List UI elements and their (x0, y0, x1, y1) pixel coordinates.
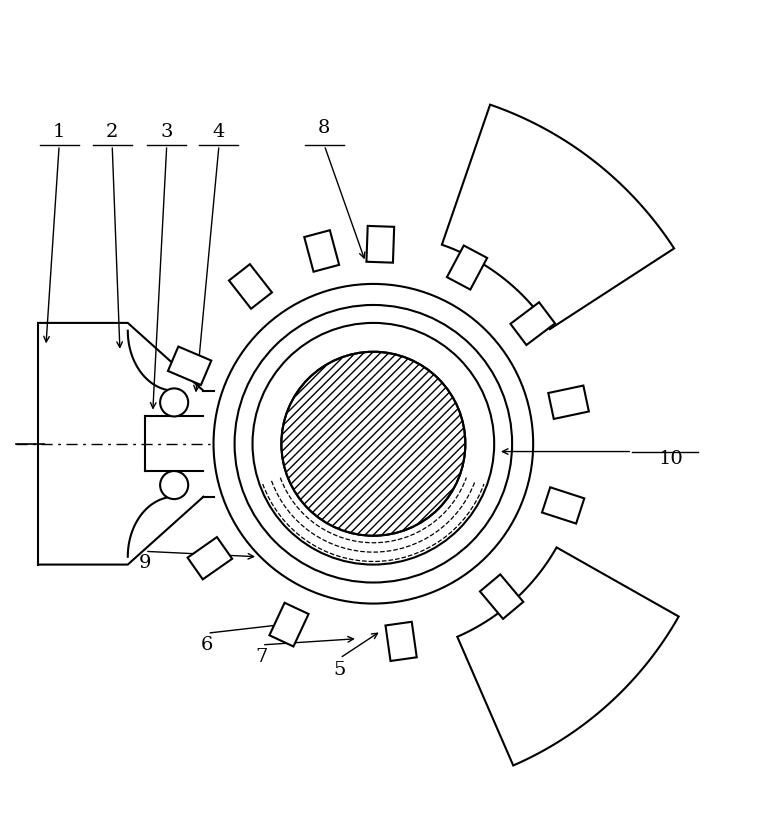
Text: 5: 5 (333, 661, 346, 679)
Polygon shape (366, 226, 394, 263)
Polygon shape (386, 621, 417, 661)
Polygon shape (542, 487, 584, 524)
Circle shape (160, 388, 188, 417)
Polygon shape (458, 547, 679, 765)
Text: 10: 10 (659, 450, 683, 469)
Polygon shape (229, 264, 272, 309)
Text: 2: 2 (106, 123, 119, 141)
Text: 9: 9 (139, 554, 152, 572)
Polygon shape (511, 302, 555, 345)
Polygon shape (442, 104, 674, 329)
Polygon shape (305, 230, 339, 272)
Polygon shape (269, 603, 308, 646)
Circle shape (281, 352, 465, 536)
Text: 1: 1 (53, 123, 66, 141)
Text: 6: 6 (201, 636, 213, 653)
Text: 4: 4 (212, 123, 225, 141)
Circle shape (160, 471, 188, 499)
Polygon shape (168, 347, 212, 385)
Polygon shape (447, 246, 487, 289)
Text: 3: 3 (161, 123, 173, 141)
Polygon shape (480, 575, 523, 619)
Text: 7: 7 (255, 648, 268, 666)
Polygon shape (548, 386, 589, 419)
Polygon shape (187, 537, 232, 580)
Text: 8: 8 (318, 119, 330, 137)
